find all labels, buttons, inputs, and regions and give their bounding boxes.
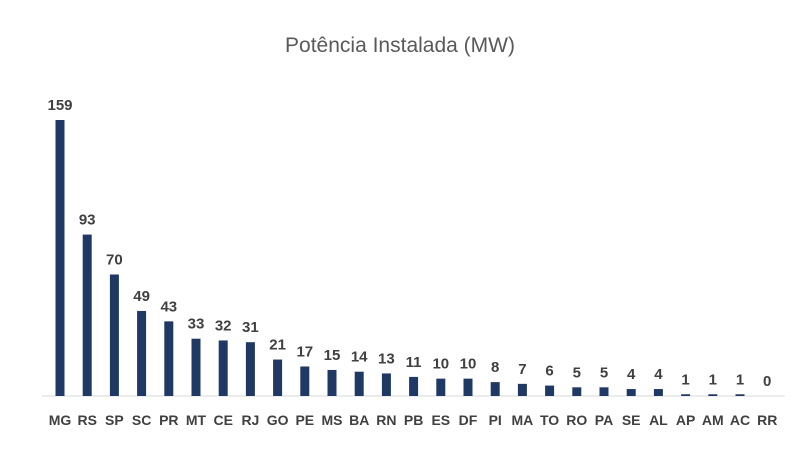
x-tick-SE: SE <box>622 412 641 428</box>
data-label-RO: 5 <box>573 364 581 381</box>
x-tick-RS: RS <box>77 412 96 428</box>
data-label-MA: 7 <box>518 361 526 378</box>
bar-MT <box>191 338 201 396</box>
x-tick-PE: PE <box>295 412 314 428</box>
chart-title: Potência Instalada (MW) <box>285 34 515 57</box>
bar-AM <box>708 394 718 396</box>
data-label-CE: 32 <box>215 317 232 334</box>
data-label-SP: 70 <box>106 251 123 268</box>
x-tick-MS: MS <box>322 412 343 428</box>
bar-PR <box>164 321 174 396</box>
bar-MS <box>327 369 337 396</box>
data-label-RR: 0 <box>763 373 771 390</box>
data-label-PI: 8 <box>491 359 499 376</box>
data-label-ES: 10 <box>432 356 449 373</box>
x-tick-RO: RO <box>566 412 587 428</box>
data-label-RS: 93 <box>79 212 96 229</box>
x-tick-RR: RR <box>757 412 777 428</box>
x-tick-RJ: RJ <box>241 412 259 428</box>
bar-PA <box>599 387 609 396</box>
data-label-AC: 1 <box>736 371 744 388</box>
data-label-SC: 49 <box>133 288 150 305</box>
data-label-PR: 43 <box>160 298 177 315</box>
data-label-AM: 1 <box>709 371 717 388</box>
data-label-DF: 10 <box>460 356 477 373</box>
bar-PI <box>490 382 500 396</box>
data-label-MT: 33 <box>188 316 205 333</box>
x-tick-AL: AL <box>649 412 668 428</box>
x-tick-PA: PA <box>595 412 613 428</box>
bar-PB <box>409 376 419 396</box>
bar-TO <box>545 385 555 396</box>
data-label-MG: 159 <box>47 97 72 114</box>
bar-SP <box>109 274 119 396</box>
bar-SE <box>626 389 636 396</box>
x-tick-RN: RN <box>376 412 396 428</box>
bar-AL <box>653 389 663 396</box>
x-tick-MA: MA <box>512 412 534 428</box>
data-label-RJ: 31 <box>242 319 259 336</box>
x-tick-AP: AP <box>676 412 695 428</box>
x-tick-AC: AC <box>730 412 750 428</box>
bar-RN <box>381 373 391 396</box>
bar-RS <box>82 234 92 396</box>
x-tick-ES: ES <box>431 412 450 428</box>
data-label-AP: 1 <box>681 371 689 388</box>
bar-RO <box>572 387 582 396</box>
bar-MA <box>517 383 527 396</box>
x-tick-BA: BA <box>349 412 369 428</box>
data-label-SE: 4 <box>627 366 636 383</box>
bar-RJ <box>245 342 255 396</box>
data-label-BA: 14 <box>351 349 368 366</box>
bar-MG <box>55 120 65 396</box>
bar-SC <box>137 310 147 396</box>
x-tick-PI: PI <box>489 412 502 428</box>
bar-PE <box>300 366 310 396</box>
x-tick-SP: SP <box>105 412 124 428</box>
bar-DF <box>463 378 473 396</box>
x-tick-CE: CE <box>213 412 232 428</box>
data-label-PB: 11 <box>406 354 422 371</box>
data-label-GO: 21 <box>269 337 286 354</box>
x-tick-MG: MG <box>49 412 72 428</box>
bar-CE <box>218 340 228 396</box>
data-label-AL: 4 <box>654 366 663 383</box>
x-tick-MT: MT <box>186 412 207 428</box>
x-tick-AM: AM <box>702 412 724 428</box>
x-tick-SC: SC <box>132 412 151 428</box>
x-tick-DF: DF <box>459 412 478 428</box>
data-label-MS: 15 <box>324 347 341 364</box>
data-label-PE: 17 <box>296 343 313 360</box>
bar-GO <box>273 359 283 396</box>
bar-ES <box>436 378 446 396</box>
x-tick-PB: PB <box>404 412 423 428</box>
bar-AP <box>681 394 691 396</box>
x-tick-PR: PR <box>159 412 178 428</box>
bar-BA <box>354 371 364 396</box>
data-label-RN: 13 <box>378 350 395 367</box>
x-tick-TO: TO <box>540 412 559 428</box>
x-tick-GO: GO <box>267 412 289 428</box>
data-label-TO: 6 <box>545 363 553 380</box>
bar-AC <box>735 394 745 396</box>
data-label-PA: 5 <box>600 364 608 381</box>
